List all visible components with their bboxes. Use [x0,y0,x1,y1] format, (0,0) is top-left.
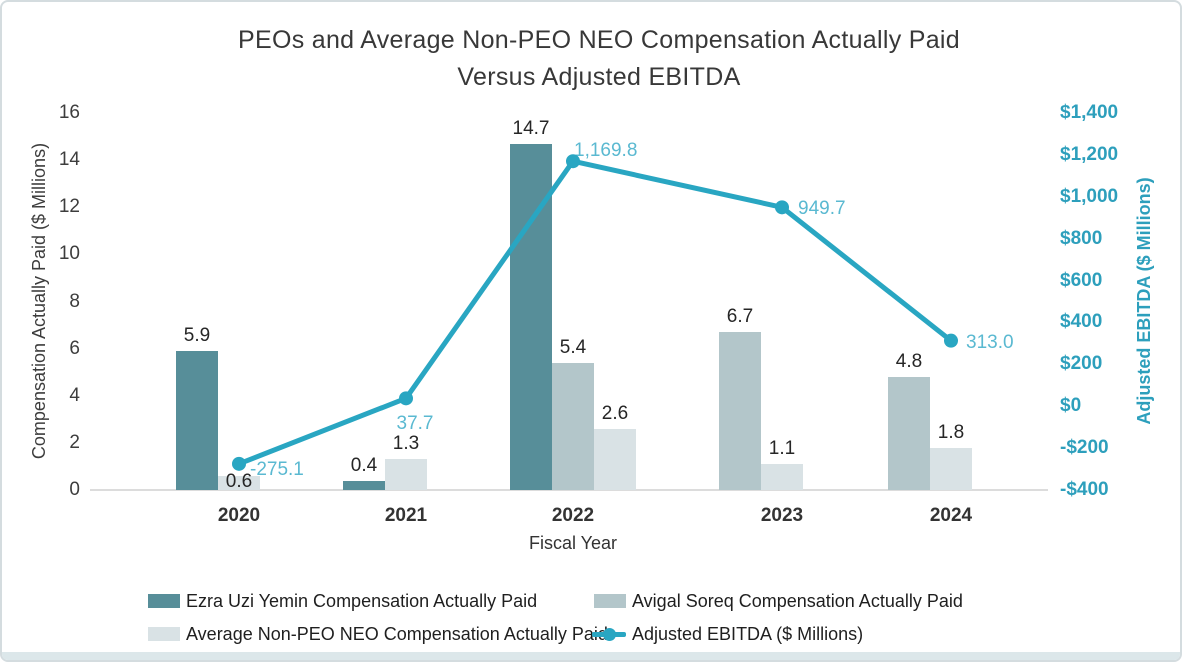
ebitda-value-label: -275.1 [250,458,304,480]
x-axis-category-label: 2023 [760,505,804,526]
left-axis-tick-label: 12 [58,196,80,218]
x-axis-category-label: 2021 [384,505,428,526]
bar-value-label: 14.7 [512,118,550,139]
x-axis-category-label: 2020 [217,505,261,526]
ebitda-value-label: 313.0 [966,331,1014,353]
ebitda-value-label: 949.7 [798,198,846,220]
ebitda-value-label: 37.7 [396,413,434,435]
ebitda-point-marker [944,333,958,348]
left-axis-tick-label: 2 [69,431,80,453]
right-axis-tick-label: -$200 [1060,437,1109,459]
left-axis-tick-label: 16 [58,102,80,123]
bottom-accent-strip [2,652,1180,660]
bar-value-label: 5.9 [183,325,211,346]
bar-value-label: 6.7 [726,306,754,327]
ebitda-value-label: 1,169.8 [574,140,638,162]
legend-swatch-avg-neo [148,627,180,641]
bar-ezra-2022 [510,144,552,490]
left-axis-tick-label: 8 [69,290,80,312]
bar-avg-2020 [218,476,260,490]
legend-item-avg-neo: Average Non-PEO NEO Compensation Actuall… [148,624,608,644]
legend-swatch-ezra [148,594,180,608]
chart-title-line1: PEOs and Average Non-PEO NEO Compensatio… [238,26,960,54]
legend-item-ebitda: Adjusted EBITDA ($ Millions) [592,624,863,644]
x-axis-title: Fiscal Year [528,533,618,553]
left-axis-tick-label: 0 [69,479,80,500]
bar-avg-2021 [385,459,427,490]
right-axis-tick-label: $400 [1060,311,1103,333]
ebitda-point-marker [232,456,246,471]
bar-avg-2022 [594,429,636,490]
bar-value-label: 2.6 [601,403,629,424]
right-axis-tick-label: -$400 [1060,479,1109,500]
left-axis-tick-label: 10 [58,243,80,265]
legend-label-avg-neo: Average Non-PEO NEO Compensation Actuall… [186,623,608,644]
legend-label-ebitda: Adjusted EBITDA ($ Millions) [632,623,864,644]
bar-ezra-2020 [176,351,218,490]
bar-value-label: 1.1 [768,438,796,459]
left-axis-tick-label: 4 [69,384,80,406]
bar-avg-2024 [930,448,972,490]
bar-value-label: 1.8 [937,422,965,443]
left-axis-tick-label: 6 [69,337,80,359]
bar-avigal-2023 [719,332,761,490]
right-axis-tick-label: $0 [1060,395,1082,417]
x-axis-category-label: 2024 [929,505,973,526]
legend-label-ezra: Ezra Uzi Yemin Compensation Actually Pai… [186,590,538,611]
right-axis-tick-label: $800 [1060,227,1103,249]
bar-value-label: 5.4 [559,337,587,358]
legend-item-avigal: Avigal Soreq Compensation Actually Paid [594,591,963,611]
bar-ezra-2021 [343,481,385,490]
left-axis-tick-label: 14 [58,149,80,171]
legend-label-avigal: Avigal Soreq Compensation Actually Paid [632,590,963,611]
legend-marker-dot [603,628,616,641]
ebitda-point-marker [399,391,413,406]
bar-avg-2023 [761,464,803,490]
chart-title: PEOs and Average Non-PEO NEO Compensatio… [193,22,1005,96]
bar-value-label: 0.6 [225,471,253,492]
right-axis-title: Adjusted EBITDA ($ Millions) [1134,177,1154,425]
bar-value-label: 1.3 [392,433,420,454]
right-axis-tick-label: $200 [1060,353,1103,375]
x-axis-line [90,489,1048,491]
ebitda-point-marker [775,200,789,215]
right-axis-tick-label: $1,200 [1060,143,1119,165]
bar-value-label: 4.8 [895,351,923,372]
x-axis-category-label: 2022 [551,505,595,526]
right-axis-tick-label: $1,000 [1060,185,1119,207]
right-axis-tick-label: $600 [1060,269,1103,291]
bar-avigal-2022 [552,363,594,490]
right-axis-tick-label: $1,400 [1060,102,1119,123]
legend-swatch-avigal [594,594,626,608]
legend-item-ezra: Ezra Uzi Yemin Compensation Actually Pai… [148,591,537,611]
legend-line-dot-marker [592,627,626,641]
chart-title-line2: Versus Adjusted EBITDA [457,63,741,91]
